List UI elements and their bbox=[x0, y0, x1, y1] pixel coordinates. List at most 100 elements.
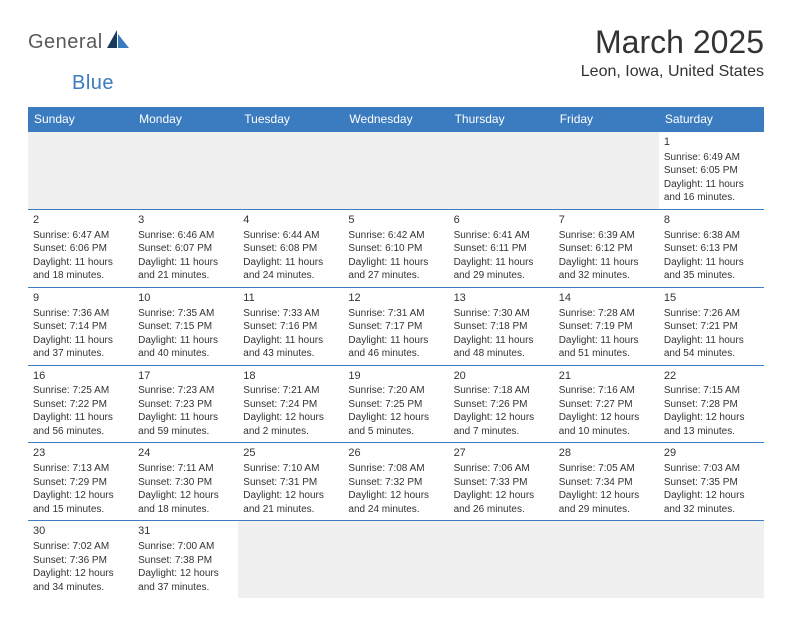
calendar-day-cell: 8Sunrise: 6:38 AMSunset: 6:13 PMDaylight… bbox=[659, 209, 764, 287]
weekday-header: Wednesday bbox=[343, 107, 448, 132]
daylight-text: Daylight: 11 hours bbox=[243, 334, 338, 348]
sunset-text: Sunset: 7:25 PM bbox=[348, 398, 443, 412]
day-number: 28 bbox=[559, 446, 654, 461]
day-number: 20 bbox=[454, 369, 549, 384]
calendar-day-cell: 16Sunrise: 7:25 AMSunset: 7:22 PMDayligh… bbox=[28, 365, 133, 443]
daylight-text: and 35 minutes. bbox=[664, 269, 759, 283]
daylight-text: Daylight: 12 hours bbox=[454, 411, 549, 425]
day-number: 24 bbox=[138, 446, 233, 461]
daylight-text: Daylight: 11 hours bbox=[243, 256, 338, 270]
calendar-empty-cell bbox=[554, 521, 659, 598]
sunset-text: Sunset: 6:07 PM bbox=[138, 242, 233, 256]
calendar-week-row: 30Sunrise: 7:02 AMSunset: 7:36 PMDayligh… bbox=[28, 521, 764, 598]
weekday-header: Monday bbox=[133, 107, 238, 132]
calendar-empty-cell bbox=[238, 132, 343, 210]
daylight-text: Daylight: 12 hours bbox=[243, 411, 338, 425]
day-number: 30 bbox=[33, 524, 128, 539]
calendar-day-cell: 28Sunrise: 7:05 AMSunset: 7:34 PMDayligh… bbox=[554, 443, 659, 521]
sunrise-text: Sunrise: 7:33 AM bbox=[243, 307, 338, 321]
weekday-header: Thursday bbox=[449, 107, 554, 132]
sunset-text: Sunset: 7:24 PM bbox=[243, 398, 338, 412]
daylight-text: Daylight: 12 hours bbox=[33, 489, 128, 503]
sunrise-text: Sunrise: 7:35 AM bbox=[138, 307, 233, 321]
daylight-text: Daylight: 11 hours bbox=[138, 334, 233, 348]
calendar-empty-cell bbox=[133, 132, 238, 210]
sunrise-text: Sunrise: 7:00 AM bbox=[138, 540, 233, 554]
weekday-row: SundayMondayTuesdayWednesdayThursdayFrid… bbox=[28, 107, 764, 132]
daylight-text: and 37 minutes. bbox=[138, 581, 233, 595]
sunset-text: Sunset: 7:30 PM bbox=[138, 476, 233, 490]
sunset-text: Sunset: 7:16 PM bbox=[243, 320, 338, 334]
day-number: 22 bbox=[664, 369, 759, 384]
day-number: 13 bbox=[454, 291, 549, 306]
sunset-text: Sunset: 6:10 PM bbox=[348, 242, 443, 256]
sunrise-text: Sunrise: 7:03 AM bbox=[664, 462, 759, 476]
daylight-text: and 7 minutes. bbox=[454, 425, 549, 439]
calendar-day-cell: 4Sunrise: 6:44 AMSunset: 6:08 PMDaylight… bbox=[238, 209, 343, 287]
sunset-text: Sunset: 7:21 PM bbox=[664, 320, 759, 334]
daylight-text: and 24 minutes. bbox=[348, 503, 443, 517]
calendar-day-cell: 3Sunrise: 6:46 AMSunset: 6:07 PMDaylight… bbox=[133, 209, 238, 287]
weekday-header: Saturday bbox=[659, 107, 764, 132]
sunrise-text: Sunrise: 7:13 AM bbox=[33, 462, 128, 476]
daylight-text: and 32 minutes. bbox=[559, 269, 654, 283]
sunrise-text: Sunrise: 7:30 AM bbox=[454, 307, 549, 321]
daylight-text: and 5 minutes. bbox=[348, 425, 443, 439]
daylight-text: Daylight: 12 hours bbox=[138, 567, 233, 581]
location-text: Leon, Iowa, United States bbox=[581, 63, 764, 81]
sunrise-text: Sunrise: 7:11 AM bbox=[138, 462, 233, 476]
calendar-day-cell: 19Sunrise: 7:20 AMSunset: 7:25 PMDayligh… bbox=[343, 365, 448, 443]
calendar-day-cell: 6Sunrise: 6:41 AMSunset: 6:11 PMDaylight… bbox=[449, 209, 554, 287]
sunrise-text: Sunrise: 7:05 AM bbox=[559, 462, 654, 476]
calendar-day-cell: 5Sunrise: 6:42 AMSunset: 6:10 PMDaylight… bbox=[343, 209, 448, 287]
sunset-text: Sunset: 6:13 PM bbox=[664, 242, 759, 256]
calendar-empty-cell bbox=[659, 521, 764, 598]
daylight-text: Daylight: 12 hours bbox=[454, 489, 549, 503]
calendar-day-cell: 21Sunrise: 7:16 AMSunset: 7:27 PMDayligh… bbox=[554, 365, 659, 443]
sunset-text: Sunset: 6:12 PM bbox=[559, 242, 654, 256]
sunset-text: Sunset: 7:14 PM bbox=[33, 320, 128, 334]
daylight-text: Daylight: 12 hours bbox=[243, 489, 338, 503]
sunrise-text: Sunrise: 6:41 AM bbox=[454, 229, 549, 243]
calendar-day-cell: 31Sunrise: 7:00 AMSunset: 7:38 PMDayligh… bbox=[133, 521, 238, 598]
sunrise-text: Sunrise: 7:26 AM bbox=[664, 307, 759, 321]
calendar-table: SundayMondayTuesdayWednesdayThursdayFrid… bbox=[28, 107, 764, 598]
calendar-day-cell: 20Sunrise: 7:18 AMSunset: 7:26 PMDayligh… bbox=[449, 365, 554, 443]
daylight-text: and 26 minutes. bbox=[454, 503, 549, 517]
daylight-text: Daylight: 12 hours bbox=[33, 567, 128, 581]
calendar-day-cell: 26Sunrise: 7:08 AMSunset: 7:32 PMDayligh… bbox=[343, 443, 448, 521]
brand-sail-icon bbox=[107, 30, 129, 53]
daylight-text: and 18 minutes. bbox=[138, 503, 233, 517]
daylight-text: and 29 minutes. bbox=[454, 269, 549, 283]
brand-text-1: General bbox=[28, 31, 103, 54]
sunrise-text: Sunrise: 7:10 AM bbox=[243, 462, 338, 476]
calendar-week-row: 2Sunrise: 6:47 AMSunset: 6:06 PMDaylight… bbox=[28, 209, 764, 287]
daylight-text: Daylight: 12 hours bbox=[664, 411, 759, 425]
sunrise-text: Sunrise: 6:38 AM bbox=[664, 229, 759, 243]
daylight-text: Daylight: 11 hours bbox=[33, 334, 128, 348]
sunrise-text: Sunrise: 7:23 AM bbox=[138, 384, 233, 398]
sunrise-text: Sunrise: 7:36 AM bbox=[33, 307, 128, 321]
daylight-text: Daylight: 11 hours bbox=[348, 256, 443, 270]
calendar-day-cell: 10Sunrise: 7:35 AMSunset: 7:15 PMDayligh… bbox=[133, 287, 238, 365]
daylight-text: and 48 minutes. bbox=[454, 347, 549, 361]
calendar-day-cell: 25Sunrise: 7:10 AMSunset: 7:31 PMDayligh… bbox=[238, 443, 343, 521]
day-number: 31 bbox=[138, 524, 233, 539]
day-number: 7 bbox=[559, 213, 654, 228]
daylight-text: Daylight: 12 hours bbox=[559, 489, 654, 503]
calendar-day-cell: 2Sunrise: 6:47 AMSunset: 6:06 PMDaylight… bbox=[28, 209, 133, 287]
day-number: 21 bbox=[559, 369, 654, 384]
daylight-text: Daylight: 11 hours bbox=[559, 334, 654, 348]
calendar-day-cell: 23Sunrise: 7:13 AMSunset: 7:29 PMDayligh… bbox=[28, 443, 133, 521]
day-number: 23 bbox=[33, 446, 128, 461]
calendar-day-cell: 1Sunrise: 6:49 AMSunset: 6:05 PMDaylight… bbox=[659, 132, 764, 210]
day-number: 15 bbox=[664, 291, 759, 306]
day-number: 29 bbox=[664, 446, 759, 461]
calendar-day-cell: 22Sunrise: 7:15 AMSunset: 7:28 PMDayligh… bbox=[659, 365, 764, 443]
daylight-text: Daylight: 11 hours bbox=[559, 256, 654, 270]
daylight-text: Daylight: 11 hours bbox=[138, 256, 233, 270]
sunrise-text: Sunrise: 6:47 AM bbox=[33, 229, 128, 243]
calendar-day-cell: 9Sunrise: 7:36 AMSunset: 7:14 PMDaylight… bbox=[28, 287, 133, 365]
daylight-text: and 29 minutes. bbox=[559, 503, 654, 517]
sunset-text: Sunset: 7:26 PM bbox=[454, 398, 549, 412]
